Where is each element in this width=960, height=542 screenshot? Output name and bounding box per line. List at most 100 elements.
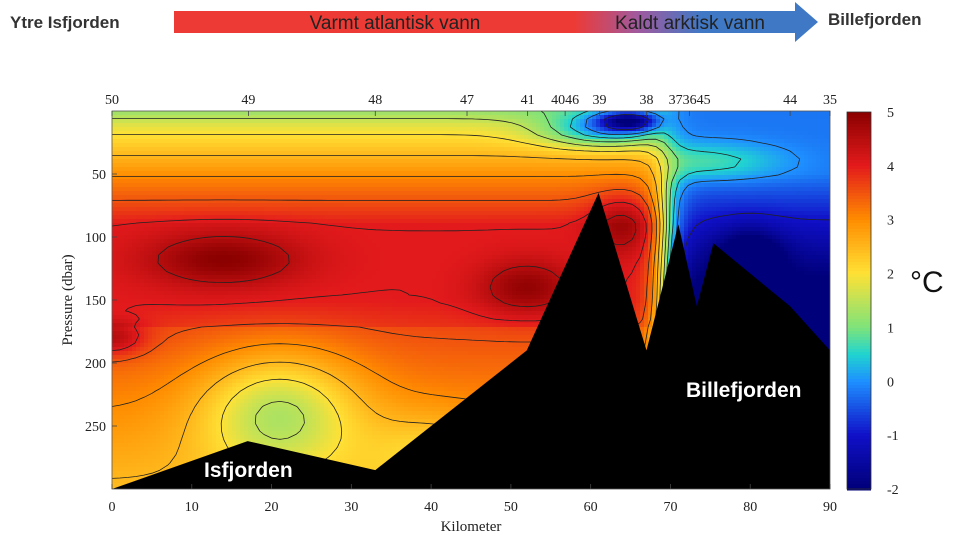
heatmap-cell: [396, 187, 401, 192]
heatmap-cell: [176, 187, 181, 192]
heatmap-cell: [428, 199, 433, 204]
heatmap-cell: [372, 147, 377, 152]
heatmap-cell: [688, 143, 693, 148]
heatmap-cell: [348, 215, 353, 220]
heatmap-cell: [180, 135, 185, 140]
heatmap-cell: [488, 195, 493, 200]
heatmap-cell: [344, 171, 349, 176]
heatmap-cell: [828, 167, 830, 172]
heatmap-cell: [488, 219, 493, 224]
heatmap-cell: [400, 215, 405, 220]
heatmap-cell: [640, 187, 645, 192]
heatmap-cell: [456, 151, 461, 156]
heatmap-cell: [168, 167, 173, 172]
heatmap-cell: [388, 179, 393, 184]
heatmap-cell: [548, 139, 553, 144]
heatmap-cell: [616, 123, 621, 128]
heatmap-cell: [424, 219, 429, 224]
heatmap-cell: [204, 167, 209, 172]
heatmap-cell: [284, 195, 289, 200]
heatmap-cell: [548, 219, 553, 224]
heatmap-cell: [160, 111, 165, 116]
heatmap-cell: [344, 167, 349, 172]
heatmap-cell: [200, 215, 205, 220]
heatmap-cell: [744, 115, 749, 120]
heatmap-cell: [548, 143, 553, 148]
heatmap-cell: [824, 191, 829, 196]
heatmap-cell: [140, 167, 145, 172]
heatmap-cell: [244, 187, 249, 192]
heatmap-cell: [556, 187, 561, 192]
heatmap-cell: [708, 199, 713, 204]
heatmap-cell: [344, 163, 349, 168]
heatmap-cell: [584, 115, 589, 120]
heatmap-cell: [456, 163, 461, 168]
heatmap-cell: [624, 187, 629, 192]
heatmap-cell: [488, 167, 493, 172]
heatmap-cell: [708, 123, 713, 128]
heatmap-cell: [268, 211, 273, 216]
heatmap-cell: [368, 159, 373, 164]
heatmap-cell: [316, 131, 321, 136]
heatmap-cell: [200, 111, 205, 116]
heatmap-cell: [424, 115, 429, 120]
heatmap-cell: [252, 211, 257, 216]
heatmap-cell: [188, 163, 193, 168]
heatmap-cell: [652, 211, 657, 216]
arrow-body: [174, 2, 818, 42]
heatmap-cell: [520, 167, 525, 172]
heatmap-cell: [348, 171, 353, 176]
heatmap-cell: [748, 131, 753, 136]
heatmap-cell: [484, 195, 489, 200]
heatmap-cell: [612, 211, 617, 216]
heatmap-cell: [256, 207, 261, 212]
heatmap-cell: [820, 203, 825, 208]
heatmap-cell: [412, 211, 417, 216]
heatmap-cell: [572, 143, 577, 148]
heatmap-cell: [540, 159, 545, 164]
heatmap-cell: [164, 135, 169, 140]
heatmap-cell: [744, 175, 749, 180]
heatmap-cell: [320, 199, 325, 204]
heatmap-cell: [436, 147, 441, 152]
heatmap-cell: [632, 215, 637, 220]
heatmap-cell: [716, 147, 721, 152]
heatmap-cell: [636, 195, 641, 200]
heatmap-cell: [368, 175, 373, 180]
heatmap-cell: [312, 183, 317, 188]
heatmap-cell: [684, 215, 689, 220]
heatmap-cell: [440, 187, 445, 192]
heatmap-cell: [428, 191, 433, 196]
heatmap-cell: [820, 115, 825, 120]
heatmap-cell: [172, 203, 177, 208]
heatmap-cell: [812, 167, 817, 172]
heatmap-cell: [348, 187, 353, 192]
heatmap-cell: [660, 163, 665, 168]
heatmap-cell: [528, 211, 533, 216]
heatmap-cell: [180, 119, 185, 124]
heatmap-cell: [240, 195, 245, 200]
heatmap-cell: [716, 187, 721, 192]
heatmap-cell: [208, 151, 213, 156]
heatmap-cell: [724, 167, 729, 172]
heatmap-cell: [168, 211, 173, 216]
heatmap-cell: [496, 171, 501, 176]
heatmap-cell: [456, 167, 461, 172]
heatmap-cell: [576, 211, 581, 216]
heatmap-cell: [296, 195, 301, 200]
heatmap-cell: [356, 195, 361, 200]
heatmap-cell: [272, 187, 277, 192]
heatmap-cell: [688, 207, 693, 212]
heatmap-cell: [352, 155, 357, 160]
heatmap-cell: [796, 215, 801, 220]
heatmap-cell: [740, 191, 745, 196]
heatmap-cell: [488, 123, 493, 128]
heatmap-cell: [244, 199, 249, 204]
heatmap-cell: [316, 155, 321, 160]
heatmap-cell: [140, 195, 145, 200]
heatmap-cell: [460, 119, 465, 124]
heatmap-cell: [644, 211, 649, 216]
heatmap-cell: [204, 131, 209, 136]
heatmap-cell: [240, 187, 245, 192]
heatmap-cell: [608, 135, 613, 140]
